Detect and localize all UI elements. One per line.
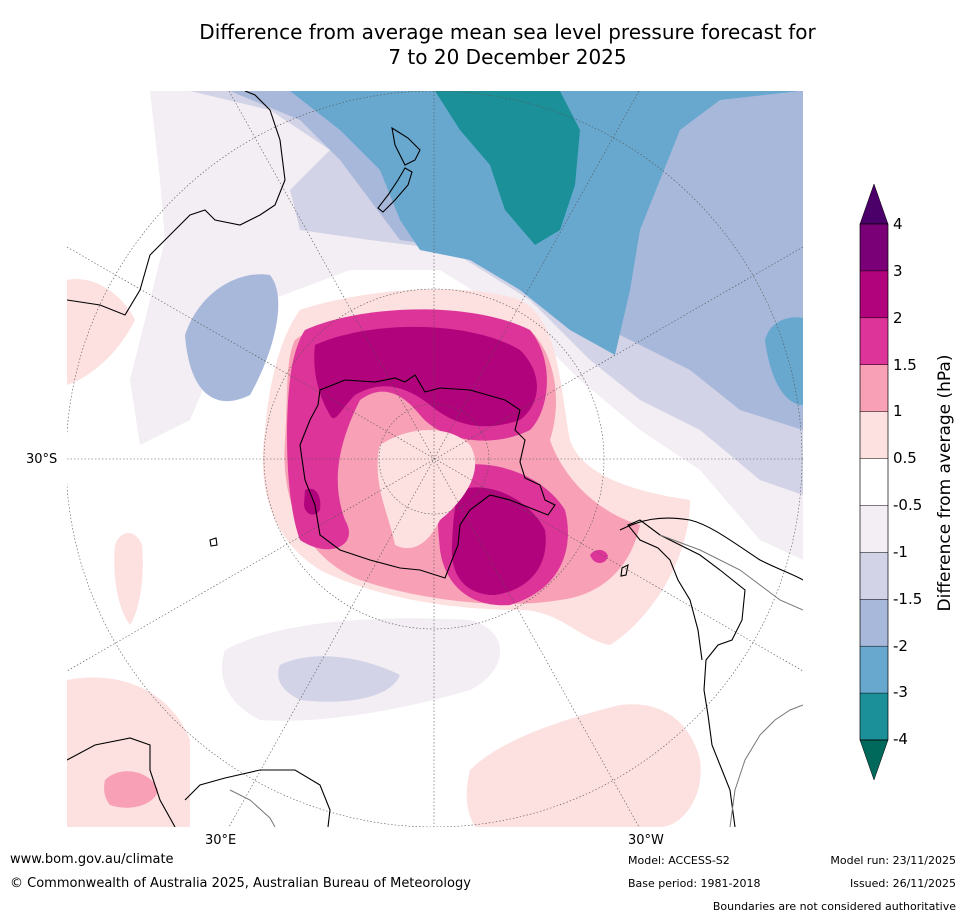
- colorbar-tick-minus-3: -3: [893, 683, 908, 701]
- colorbar-bin: [860, 458, 888, 506]
- coastline-antarctica: [299, 374, 556, 579]
- colorbar-bin: [860, 364, 888, 412]
- anomaly-region-neg-2-east: [765, 317, 803, 405]
- footer-model: Model: ACCESS-S2: [628, 854, 730, 867]
- coastline-new-zealand-north: [391, 126, 421, 166]
- colorbar-bin: [860, 317, 888, 366]
- coastline-antarctic-peninsula: [619, 517, 803, 581]
- title-line-2: 7 to 20 December 2025: [388, 45, 627, 69]
- title-line-1: Difference from average mean sea level p…: [199, 20, 816, 44]
- footer-disclaimer: Boundaries are not considered authoritat…: [712, 900, 956, 913]
- colorbar-tick-minus-0.5: -0.5: [893, 496, 923, 514]
- anomaly-region-neg-1.5-west: [185, 274, 279, 402]
- lon-label-30w: 30°W: [628, 833, 664, 848]
- colorbar-bin: [860, 552, 888, 600]
- anomaly-region-pos-0.5-southpacific: [466, 704, 701, 827]
- colorbar-tick-minus-2: -2: [893, 637, 908, 655]
- coastline-falklands: [620, 564, 629, 577]
- anomaly-region-neg-3: [435, 91, 580, 245]
- footer-copyright: © Commonwealth of Australia 2025, Austra…: [10, 876, 471, 891]
- coastline-kerguelen: [209, 537, 218, 547]
- border-south-america: [659, 534, 803, 611]
- chart-title: Difference from average mean sea level p…: [0, 20, 965, 70]
- colorbar: [859, 183, 889, 781]
- coastline-new-zealand-south: [377, 167, 413, 213]
- anomaly-region-pos-1-pole: [377, 430, 476, 549]
- colorbar-bin: [860, 411, 888, 459]
- colorbar-bin: [860, 693, 888, 741]
- footer-base-period: Base period: 1981-2018: [628, 877, 761, 890]
- colorbar-tick-4: 4: [893, 215, 903, 233]
- colorbar-bins: [860, 224, 888, 741]
- colorbar-tick-minus-1: -1: [893, 543, 908, 561]
- colorbar-tick-minus-1.5: -1.5: [893, 590, 923, 608]
- colorbar-tick-minus-4: -4: [893, 730, 908, 748]
- country-borders: [229, 534, 803, 827]
- anomaly-region-pos-2-south: [451, 487, 546, 595]
- map-canvas: [67, 91, 803, 827]
- lat-label-30s: 30°S: [26, 452, 58, 467]
- anomaly-region-pos-2-west: [304, 488, 321, 515]
- coastlines: [67, 91, 803, 827]
- colorbar-bin: [860, 505, 888, 553]
- footer-issued: Issued: 26/11/2025: [849, 877, 956, 890]
- colorbar-tick-1.5: 1.5: [893, 356, 917, 374]
- colorbar-bin: [860, 224, 888, 272]
- anomaly-region-pos-1.5-small: [590, 549, 608, 563]
- border-southern-africa: [229, 789, 276, 827]
- colorbar-bin: [860, 646, 888, 694]
- anomaly-region-pos-0.5-southafrica: [67, 677, 190, 827]
- coastline-madagascar: [184, 769, 331, 827]
- colorbar-tick-1: 1: [893, 402, 903, 420]
- colorbar-bin: [860, 599, 888, 647]
- footer-model-run: Model run: 23/11/2025: [830, 854, 956, 867]
- colorbar-extend-bottom: [859, 739, 889, 781]
- colorbar-tick-3: 3: [893, 262, 903, 280]
- coastline-south-america: [627, 519, 746, 827]
- colorbar-frame: [859, 223, 889, 741]
- graticule: [67, 91, 803, 827]
- meridian-60e: [67, 246, 803, 672]
- anomaly-region-pos-0.5-westindian: [114, 532, 143, 625]
- anomaly-region-pos-0.5-northwest: [67, 279, 135, 385]
- border-argentina-chile: [729, 704, 803, 827]
- coastline-australia: [67, 91, 286, 316]
- coastline-south-africa: [67, 737, 176, 827]
- meridian-30e: [228, 91, 640, 827]
- colorbar-label: Difference from average (hPa): [935, 354, 955, 612]
- colorbar-extend-top: [859, 183, 889, 225]
- footer-website: www.bom.gov.au/climate: [10, 852, 174, 867]
- colorbar-bin: [860, 270, 888, 319]
- colorbar-tick-2: 2: [893, 309, 903, 327]
- lon-label-30e: 30°E: [205, 833, 237, 848]
- anomaly-region-pos-2: [314, 326, 537, 427]
- colorbar-tick-0.5: 0.5: [893, 449, 917, 467]
- anomaly-region-pos-1-southafrica: [104, 771, 158, 808]
- anomaly-region-neg-1-south: [278, 656, 400, 702]
